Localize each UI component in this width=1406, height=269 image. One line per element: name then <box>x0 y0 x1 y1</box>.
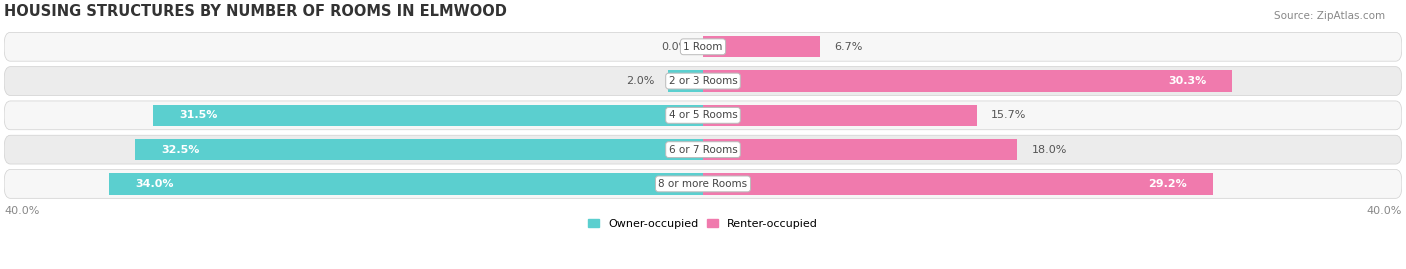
Text: 0.0%: 0.0% <box>661 42 689 52</box>
Bar <box>703 105 977 126</box>
Text: 29.2%: 29.2% <box>1149 179 1187 189</box>
Text: 32.5%: 32.5% <box>162 145 200 155</box>
Text: 2.0%: 2.0% <box>626 76 654 86</box>
Text: 40.0%: 40.0% <box>1367 206 1402 216</box>
Legend: Owner-occupied, Renter-occupied: Owner-occupied, Renter-occupied <box>583 214 823 233</box>
Text: 1 Room: 1 Room <box>683 42 723 52</box>
Bar <box>153 105 703 126</box>
FancyBboxPatch shape <box>4 32 1402 61</box>
Bar <box>703 70 1233 92</box>
FancyBboxPatch shape <box>4 169 1402 198</box>
Bar <box>135 139 703 160</box>
Text: 15.7%: 15.7% <box>991 110 1026 120</box>
FancyBboxPatch shape <box>4 101 1402 130</box>
Text: 2 or 3 Rooms: 2 or 3 Rooms <box>669 76 737 86</box>
Text: 8 or more Rooms: 8 or more Rooms <box>658 179 748 189</box>
Text: 4 or 5 Rooms: 4 or 5 Rooms <box>669 110 737 120</box>
Text: 6.7%: 6.7% <box>834 42 862 52</box>
Text: 34.0%: 34.0% <box>135 179 174 189</box>
Bar <box>703 36 820 57</box>
Text: HOUSING STRUCTURES BY NUMBER OF ROOMS IN ELMWOOD: HOUSING STRUCTURES BY NUMBER OF ROOMS IN… <box>4 4 508 19</box>
Bar <box>110 173 703 194</box>
Text: Source: ZipAtlas.com: Source: ZipAtlas.com <box>1274 11 1385 21</box>
Text: 40.0%: 40.0% <box>4 206 39 216</box>
Text: 31.5%: 31.5% <box>179 110 218 120</box>
FancyBboxPatch shape <box>4 135 1402 164</box>
Text: 6 or 7 Rooms: 6 or 7 Rooms <box>669 145 737 155</box>
Text: 18.0%: 18.0% <box>1032 145 1067 155</box>
FancyBboxPatch shape <box>4 67 1402 95</box>
Bar <box>703 173 1213 194</box>
Bar <box>668 70 703 92</box>
Text: 30.3%: 30.3% <box>1168 76 1206 86</box>
Bar <box>703 139 1018 160</box>
